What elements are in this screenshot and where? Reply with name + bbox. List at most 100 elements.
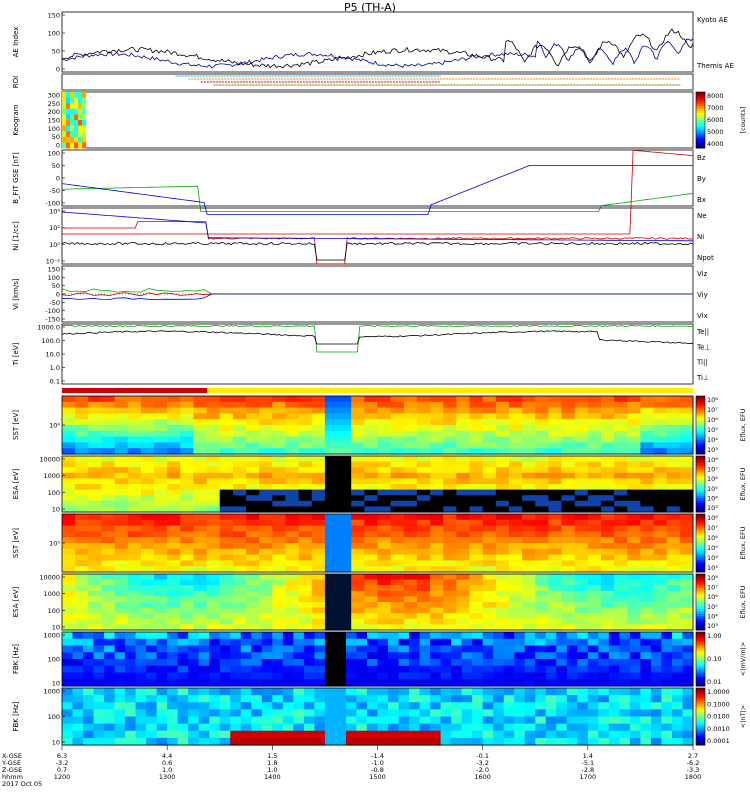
esa_i-cell <box>246 489 260 496</box>
esa_i-cell <box>88 478 103 485</box>
sst_i-cell <box>298 425 313 432</box>
esa_i-cell <box>614 472 628 479</box>
fbk_e-cell <box>535 632 547 640</box>
fbk_b-cell <box>608 716 620 725</box>
fbk_e-cell <box>440 665 452 674</box>
esa_e-cell <box>377 585 392 592</box>
esa_i-cell <box>522 478 536 485</box>
fbk_b-cell <box>619 688 631 696</box>
sst_e-cell <box>587 543 602 550</box>
esa_e-cell <box>338 607 352 614</box>
fbk_b-cell <box>671 737 684 746</box>
sst_e-cell <box>495 560 510 567</box>
sst_e-cell <box>614 519 628 527</box>
fbk_e-cell <box>251 638 263 647</box>
fbk_b-cell <box>535 723 547 732</box>
fbk_b-cell <box>104 702 116 710</box>
fbk_e-cell <box>209 679 221 687</box>
sst_e-cell <box>167 537 181 544</box>
sst_i-cell <box>416 448 431 455</box>
fbk_e-cell <box>72 679 84 687</box>
sst_e-cell <box>574 566 589 573</box>
sst_e-colorbar-cell <box>696 552 705 556</box>
sst_i-cell <box>587 430 602 438</box>
fbk_b-cell <box>219 716 231 725</box>
sst_e-cell <box>101 537 116 544</box>
fbk_e-cell <box>272 672 284 680</box>
sst_e-cell <box>364 554 379 561</box>
sst_e-colorbar-cell <box>696 567 705 571</box>
esa_i-cell <box>338 506 352 513</box>
esa_i-cell <box>430 484 444 491</box>
keogram-cell <box>74 131 79 138</box>
fbk_e-cell <box>188 652 200 660</box>
sst_i-cell <box>101 419 116 426</box>
fbk_b-cell <box>608 695 620 703</box>
esa_i-colorbar-cell <box>696 505 705 508</box>
sst_e-cell <box>416 566 431 573</box>
fbk_e-cell <box>524 645 536 653</box>
sst_e-cell <box>298 566 313 573</box>
esa_e-colorbar-cell <box>696 576 705 580</box>
esa_e-cell <box>456 585 471 592</box>
sst_i-cell <box>614 430 628 438</box>
fbk_e-cell <box>661 665 673 674</box>
esa_i-cell <box>443 506 457 513</box>
esa_i-cell <box>653 472 668 479</box>
fbk_e-cell <box>230 652 242 660</box>
esa_i-cell <box>88 500 103 507</box>
fbk_e-cell <box>282 679 294 687</box>
fbk_b-cell <box>587 716 599 725</box>
esa_i-cell <box>561 456 576 463</box>
sst_e-cell <box>403 537 418 544</box>
fbk_e-cell <box>293 672 305 680</box>
sst_i-cell <box>219 442 234 449</box>
sst_i-cell <box>390 436 405 443</box>
esa_i-cell <box>364 500 379 507</box>
esa_i-cell <box>219 500 234 507</box>
keogram-colorbar-cell <box>696 96 705 100</box>
fbk_e-cell <box>451 659 463 667</box>
esa_i-cell <box>640 495 655 502</box>
esa_e-cell <box>535 618 549 625</box>
sst_i-cell <box>364 425 379 432</box>
sst_e-cell <box>469 548 484 556</box>
esa_e-cell <box>653 590 668 597</box>
sst_i-cell <box>548 413 563 420</box>
sst_e-cell <box>101 519 116 527</box>
sst_i-cell <box>640 407 655 414</box>
fbk_e-cell <box>125 679 137 687</box>
esa_e-cell <box>193 596 208 603</box>
esa_e-cell <box>614 607 628 614</box>
esa_e-cell <box>180 602 195 609</box>
sst_i-cell <box>232 442 247 449</box>
esa_i-cell <box>508 478 523 485</box>
esa_e-cell <box>574 613 589 620</box>
esa_e-cell <box>377 596 392 603</box>
sst_i-cell <box>180 430 195 438</box>
ae-frame <box>61 11 694 73</box>
sst_e-cell <box>259 531 273 538</box>
sst_e-cell <box>587 554 602 561</box>
sst_e-cell <box>482 525 497 532</box>
sst_i-cell <box>574 436 589 443</box>
ae-ytick-label: 0 <box>56 66 60 74</box>
esa_e-cell <box>416 624 431 631</box>
fbk_b-cell <box>177 688 189 696</box>
sst_e-cell <box>679 548 694 556</box>
keogram-cell <box>74 103 79 110</box>
fbk_e-cell <box>114 645 126 653</box>
sst_e-cell <box>600 525 615 532</box>
fbk_e-cell <box>629 645 642 653</box>
esa_i-cell <box>574 461 589 468</box>
x-row-value: -5.1 <box>581 759 594 767</box>
esa_e-cell <box>114 624 129 631</box>
esa_i-cell <box>443 489 457 496</box>
esa_e-cell <box>75 585 89 592</box>
sst_i-cell <box>627 396 642 403</box>
fbk_e-cell <box>587 665 599 674</box>
fbk_b-cell <box>587 737 599 746</box>
esa_e-cell <box>390 590 405 597</box>
esa_i-cell <box>62 472 76 479</box>
